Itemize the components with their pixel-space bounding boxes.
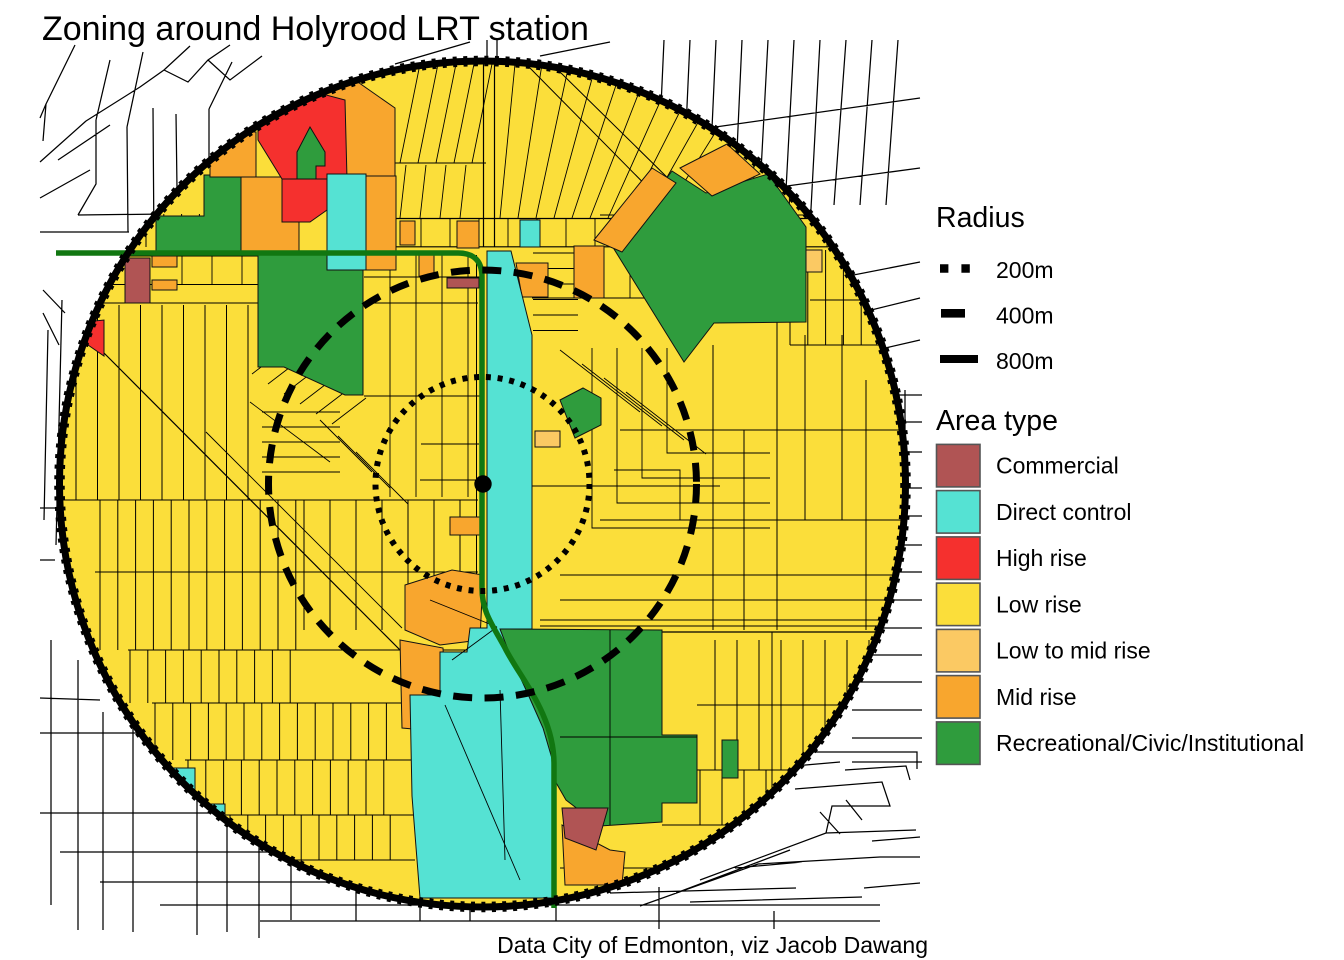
svg-text:800m: 800m: [996, 348, 1054, 374]
svg-text:Data City of Edmonton, viz Jac: Data City of Edmonton, viz Jacob Dawang: [497, 932, 928, 958]
svg-text:200m: 200m: [996, 257, 1054, 283]
svg-text:Zoning around Holyrood LRT sta: Zoning around Holyrood LRT station: [42, 10, 589, 48]
svg-text:Mid rise: Mid rise: [996, 684, 1077, 710]
svg-text:Radius: Radius: [936, 202, 1025, 234]
svg-text:Commercial: Commercial: [996, 453, 1119, 479]
svg-text:Area type: Area type: [936, 405, 1058, 437]
svg-text:Direct control: Direct control: [996, 499, 1131, 525]
svg-text:High rise: High rise: [996, 545, 1087, 571]
svg-text:Low to mid rise: Low to mid rise: [996, 638, 1151, 664]
svg-text:400m: 400m: [996, 303, 1054, 329]
svg-text:Recreational/Civic/Institution: Recreational/Civic/Institutional: [996, 730, 1304, 756]
svg-text:Low rise: Low rise: [996, 591, 1082, 617]
